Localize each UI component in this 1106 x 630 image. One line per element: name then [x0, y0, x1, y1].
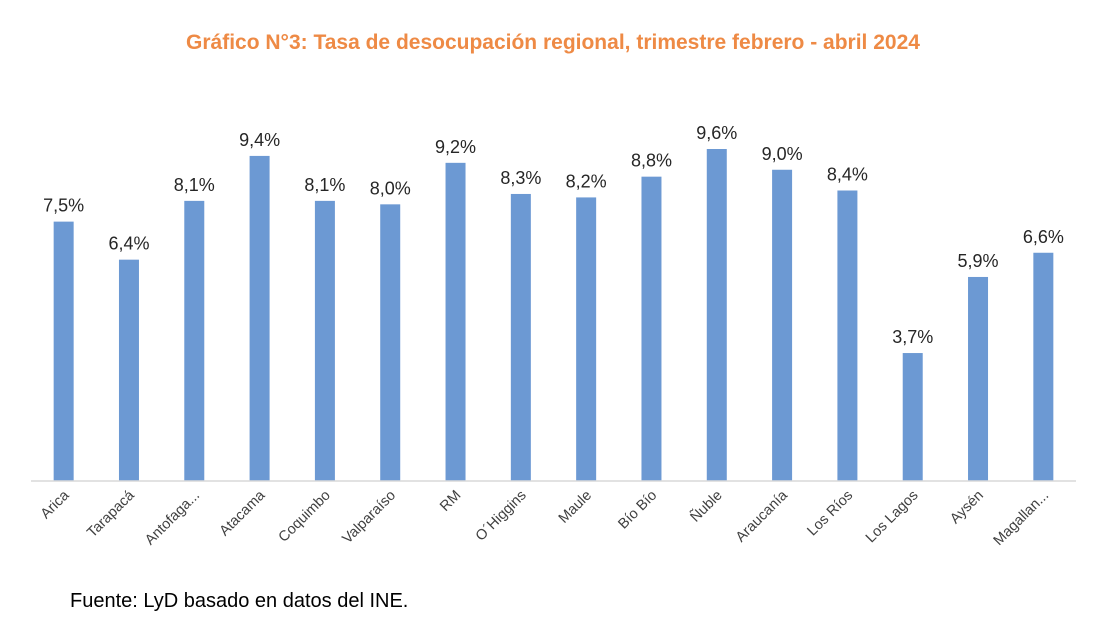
value-labels-layer: 7,5% 6,4% 8,1% 9,4% 8,1% 8,0% 9,2% 8,3% 8,2% 8,8%…	[43, 123, 1064, 347]
category-label-12: Araucanía	[733, 487, 792, 546]
category-label-3: Antofaga...	[142, 488, 203, 549]
bar-15	[968, 276, 989, 481]
data-label-5: 8,1%	[304, 175, 345, 195]
chart-title: Gráfico N°3: Tasa de desocupación region…	[186, 31, 920, 54]
data-label-14: 3,7%	[892, 327, 933, 347]
bar-12	[772, 169, 793, 481]
bar-9	[576, 197, 597, 481]
category-label-15: Aysén	[947, 488, 987, 528]
data-label-11: 9,6%	[696, 123, 737, 143]
bar-8	[510, 193, 531, 482]
category-label-5: Coquimbo	[276, 488, 334, 546]
category-label-14: Los Lagos	[863, 488, 922, 547]
bar-11	[706, 149, 727, 481]
data-label-6: 8,0%	[370, 178, 411, 198]
category-label-9: Maule	[556, 488, 595, 527]
category-label-2: Tarapacá	[84, 487, 138, 541]
data-label-9: 8,2%	[566, 171, 607, 191]
bar-2	[118, 259, 139, 481]
data-label-1: 7,5%	[43, 196, 84, 216]
data-label-16: 6,6%	[1023, 227, 1064, 247]
category-label-11: Ñuble	[687, 487, 726, 526]
data-label-4: 9,4%	[239, 130, 280, 150]
data-label-3: 8,1%	[174, 175, 215, 195]
bar-7	[445, 162, 466, 482]
category-label-1: Arica	[38, 487, 73, 522]
data-label-7: 9,2%	[435, 137, 476, 157]
bar-3	[184, 200, 205, 481]
category-label-8: O´Higgins	[473, 488, 530, 545]
category-label-7: RM	[437, 488, 464, 515]
category-label-4: Atacama	[217, 487, 269, 539]
bar-5	[314, 200, 335, 481]
data-label-10: 8,8%	[631, 151, 672, 171]
bar-10	[641, 176, 662, 481]
bar-6	[380, 204, 401, 482]
bar-13	[837, 190, 858, 481]
data-label-15: 5,9%	[958, 251, 999, 271]
source-note: Fuente: LyD basado en datos del INE.	[70, 590, 409, 612]
bar-14	[902, 353, 923, 481]
category-label-13: Los Ríos	[804, 488, 856, 540]
category-label-10: Bío Bío	[615, 488, 660, 533]
bar-4	[249, 155, 270, 481]
data-label-13: 8,4%	[827, 165, 868, 185]
category-labels-layer: Arica Tarapacá Antofaga... Atacama Coquimbo V…	[38, 487, 1052, 549]
data-label-2: 6,4%	[108, 234, 149, 254]
category-label-6: Valparaíso	[339, 488, 399, 548]
category-label-16: Magallan...	[991, 488, 1052, 549]
data-label-12: 9,0%	[762, 144, 803, 164]
bar-16	[1033, 252, 1054, 481]
data-label-8: 8,3%	[500, 168, 541, 188]
bars-layer	[53, 149, 1054, 482]
bar-1	[53, 221, 74, 481]
